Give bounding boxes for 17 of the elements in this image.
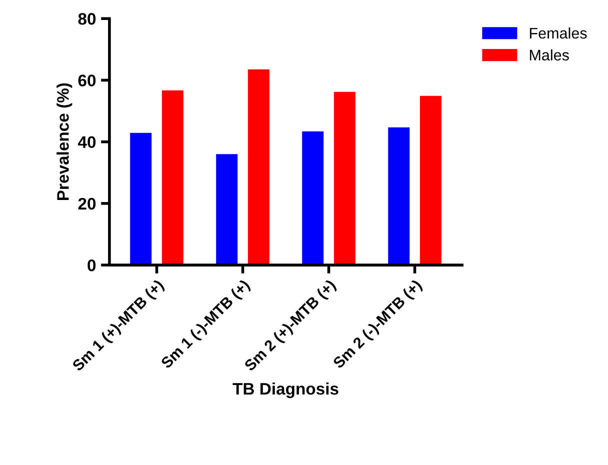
bar xyxy=(388,127,410,266)
y-tick-label: 80 xyxy=(78,13,96,25)
bar xyxy=(420,96,442,266)
bar xyxy=(302,131,324,266)
bar xyxy=(216,154,238,266)
y-tick-label: 40 xyxy=(78,136,96,148)
bar xyxy=(334,92,356,266)
bar xyxy=(248,69,270,266)
bar xyxy=(130,132,152,266)
y-tick-label: 20 xyxy=(78,198,96,210)
y-tick-label: 60 xyxy=(78,74,96,86)
y-axis-title: Prevalence (%) xyxy=(56,83,72,200)
y-tick-label: 0 xyxy=(88,259,96,272)
legend-label: Females xyxy=(530,27,587,39)
legend-label: Males xyxy=(530,49,569,61)
bar xyxy=(162,90,184,266)
x-axis-title: TB Diagnosis xyxy=(232,382,338,398)
